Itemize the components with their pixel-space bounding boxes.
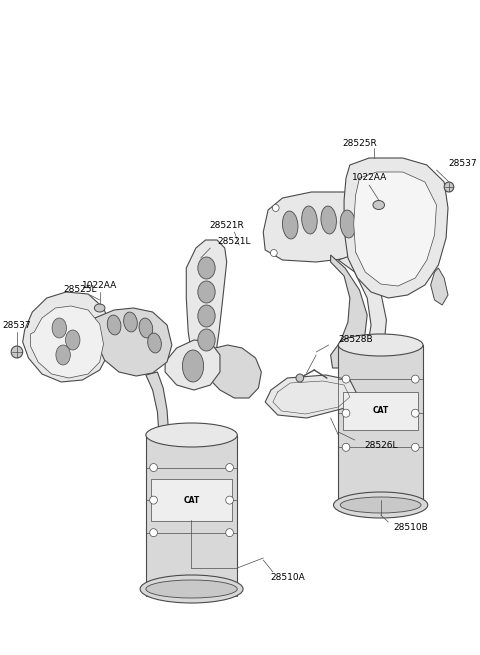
Text: 28525L: 28525L xyxy=(64,286,97,295)
Text: 28510A: 28510A xyxy=(270,574,305,582)
Polygon shape xyxy=(265,375,358,418)
Ellipse shape xyxy=(321,206,336,234)
Ellipse shape xyxy=(107,315,121,335)
Ellipse shape xyxy=(226,529,233,536)
Ellipse shape xyxy=(226,464,233,472)
Polygon shape xyxy=(338,256,386,372)
Polygon shape xyxy=(23,292,111,382)
Polygon shape xyxy=(331,255,367,368)
Ellipse shape xyxy=(150,529,157,536)
Bar xyxy=(343,392,418,430)
Ellipse shape xyxy=(66,330,80,350)
Ellipse shape xyxy=(338,334,423,356)
Bar xyxy=(338,345,423,500)
Text: 1022AA: 1022AA xyxy=(351,174,387,183)
Ellipse shape xyxy=(340,497,421,513)
Text: 28537: 28537 xyxy=(448,159,477,168)
Polygon shape xyxy=(263,192,369,262)
Text: 28521L: 28521L xyxy=(217,238,251,246)
Polygon shape xyxy=(146,372,172,460)
Bar xyxy=(146,435,237,583)
Ellipse shape xyxy=(56,345,71,365)
Ellipse shape xyxy=(340,210,356,238)
Ellipse shape xyxy=(373,200,384,210)
Ellipse shape xyxy=(150,464,157,472)
Ellipse shape xyxy=(342,409,350,417)
Ellipse shape xyxy=(198,257,215,279)
Text: 28528B: 28528B xyxy=(338,335,373,345)
Ellipse shape xyxy=(302,206,317,234)
Ellipse shape xyxy=(182,350,204,382)
Polygon shape xyxy=(95,308,172,376)
Text: CAT: CAT xyxy=(183,496,200,504)
Ellipse shape xyxy=(11,346,23,358)
Ellipse shape xyxy=(139,318,153,338)
Ellipse shape xyxy=(146,580,237,598)
Ellipse shape xyxy=(356,248,363,255)
Polygon shape xyxy=(344,158,448,298)
Polygon shape xyxy=(165,340,220,390)
Polygon shape xyxy=(354,172,436,286)
Ellipse shape xyxy=(146,423,237,447)
Text: 28521R: 28521R xyxy=(209,221,244,229)
Ellipse shape xyxy=(334,492,428,518)
Ellipse shape xyxy=(411,409,419,417)
Text: 28526L: 28526L xyxy=(364,441,398,449)
Polygon shape xyxy=(196,345,261,398)
Ellipse shape xyxy=(198,305,215,327)
Ellipse shape xyxy=(411,443,419,451)
Ellipse shape xyxy=(342,375,350,383)
Text: CAT: CAT xyxy=(372,405,389,415)
Ellipse shape xyxy=(140,575,243,603)
Ellipse shape xyxy=(356,204,363,210)
Ellipse shape xyxy=(198,281,215,303)
Text: 1022AA: 1022AA xyxy=(82,280,117,290)
Polygon shape xyxy=(431,268,448,305)
Ellipse shape xyxy=(226,496,233,504)
Ellipse shape xyxy=(148,333,161,353)
Ellipse shape xyxy=(411,375,419,383)
Ellipse shape xyxy=(95,304,105,312)
Ellipse shape xyxy=(342,443,350,451)
Bar xyxy=(151,479,232,521)
Text: 28525R: 28525R xyxy=(342,138,377,147)
Polygon shape xyxy=(186,240,227,368)
Ellipse shape xyxy=(124,312,137,332)
Ellipse shape xyxy=(198,329,215,351)
Text: 28537: 28537 xyxy=(2,320,31,329)
Polygon shape xyxy=(30,306,104,378)
Ellipse shape xyxy=(273,204,279,212)
Ellipse shape xyxy=(150,496,157,504)
Ellipse shape xyxy=(270,250,277,257)
Ellipse shape xyxy=(52,318,67,338)
Ellipse shape xyxy=(444,182,454,192)
Ellipse shape xyxy=(296,374,304,382)
Ellipse shape xyxy=(282,211,298,239)
Text: 28510B: 28510B xyxy=(393,523,428,531)
